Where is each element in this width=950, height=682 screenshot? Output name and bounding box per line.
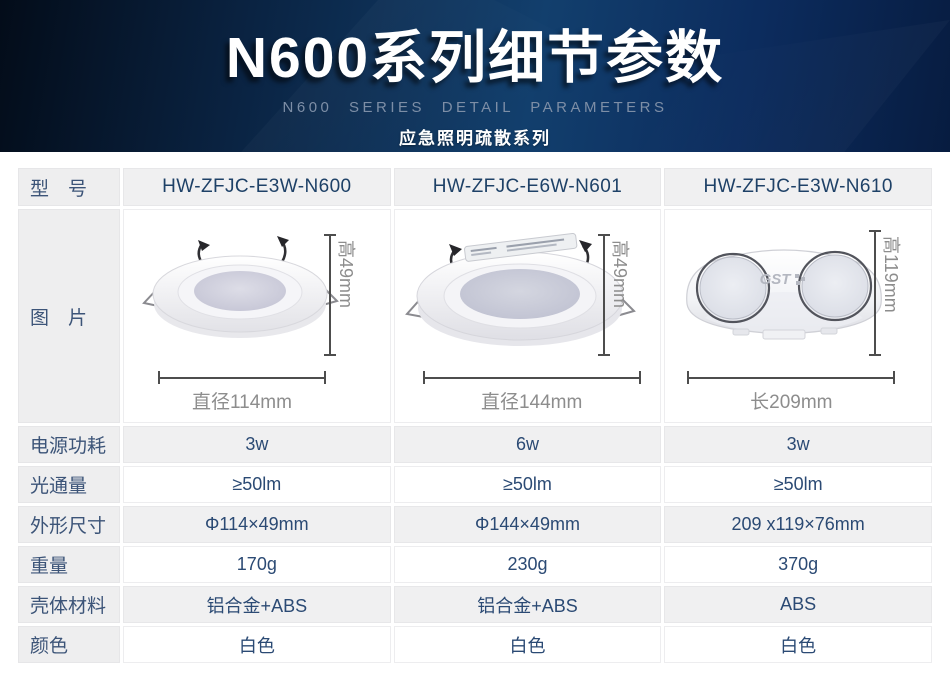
spec-value-cell: 3w	[123, 426, 391, 463]
height-dimension-label: 高119mm	[880, 236, 901, 313]
row-label-model: 型 号	[18, 168, 120, 206]
page-subtitle: N600 SERIES DETAIL PARAMETERS	[282, 99, 668, 116]
height-dimension-label: 高49mm	[335, 240, 356, 309]
model-cell-2: HW-ZFJC-E6W-N601	[393, 168, 662, 206]
spec-row-label-material: 壳体材料	[18, 586, 120, 623]
spec-value-cell: 3w	[664, 426, 932, 463]
width-dimension: 直径114mm	[158, 371, 326, 414]
spec-value-cell: Φ114×49mm	[123, 506, 391, 543]
spec-table: 型 号 HW-ZFJC-E3W-N600 HW-ZFJC-E6W-N601 HW…	[18, 168, 932, 663]
product-image-cell-1: 高49mm 直径114mm	[123, 209, 391, 423]
spec-row-label-size: 外形尺寸	[18, 506, 120, 543]
height-dimension: 高49mm	[598, 234, 644, 356]
spec-value-cell: 铝合金+ABS	[393, 586, 662, 623]
spec-value-cell: 209 x119×76mm	[664, 506, 932, 543]
page-title: N600系列细节参数	[225, 26, 725, 90]
header-banner: N600系列细节参数 N600 SERIES DETAIL PARAMETERS…	[0, 0, 950, 152]
spec-row-label-color: 颜色	[18, 626, 120, 663]
spec-value-cell: 白色	[664, 626, 932, 663]
downlight-small-illustration	[142, 236, 339, 338]
spec-value-cell: 170g	[123, 546, 391, 583]
width-dimension-label: 长209mm	[750, 392, 833, 413]
dimension-line-vertical	[868, 230, 881, 356]
spec-value-cell: ≥50lm	[393, 466, 662, 503]
gst-logo-text: GST	[760, 271, 793, 288]
dimension-line-horizontal	[687, 371, 896, 384]
spec-value-cell: 6w	[393, 426, 662, 463]
spec-row-label-flux: 光通量	[18, 466, 120, 503]
product-image-cell-2: 高49mm 直径144mm	[393, 209, 662, 423]
spec-value-cell: 白色	[393, 626, 662, 663]
dimension-line-horizontal	[158, 371, 326, 384]
model-cell-1: HW-ZFJC-E3W-N600	[123, 168, 391, 206]
spec-value-cell: ≥50lm	[664, 466, 932, 503]
dimension-line-vertical	[598, 234, 611, 356]
row-label-image: 图 片	[18, 209, 120, 423]
page-tagline: 应急照明疏散系列	[399, 129, 551, 148]
height-dimension-label: 高49mm	[610, 240, 631, 309]
spec-value-cell: 230g	[393, 546, 662, 583]
spec-value-cell: 370g	[664, 546, 932, 583]
width-dimension: 直径144mm	[422, 371, 641, 414]
spec-value-cell: Φ144×49mm	[393, 506, 662, 543]
spec-value-cell: 铝合金+ABS	[123, 586, 391, 623]
spec-value-cell: ≥50lm	[123, 466, 391, 503]
height-dimension: 高119mm	[868, 230, 915, 356]
product-image-cell-3: GST 高119mm 长209mm	[664, 209, 932, 423]
width-dimension-label: 直径144mm	[480, 392, 583, 413]
spec-value-cell: ABS	[664, 586, 932, 623]
downlight-large-illustration	[404, 232, 636, 346]
spec-row-label-weight: 重量	[18, 546, 120, 583]
height-dimension: 高49mm	[323, 234, 370, 356]
dimension-line-vertical	[323, 234, 336, 356]
twinspot-illustration: GST	[686, 249, 883, 340]
dimension-line-horizontal	[422, 371, 641, 384]
width-dimension-label: 直径114mm	[192, 392, 292, 413]
gst-logo-mark	[795, 274, 806, 285]
spec-value-cell: 白色	[123, 626, 391, 663]
spec-row-label-power: 电源功耗	[18, 426, 120, 463]
width-dimension: 长209mm	[687, 371, 896, 414]
model-cell-3: HW-ZFJC-E3W-N610	[664, 168, 932, 206]
